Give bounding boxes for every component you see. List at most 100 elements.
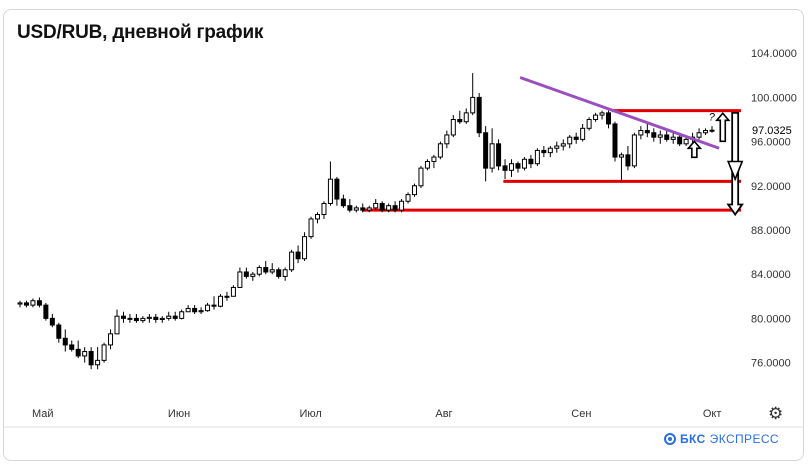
candle-body — [599, 112, 605, 116]
brand-name: БКС — [680, 432, 706, 446]
candle-body — [185, 307, 191, 313]
candle-body — [347, 205, 353, 211]
candle-body — [108, 333, 114, 346]
y-tick-label: 80.0000 — [751, 313, 791, 325]
candle-body — [120, 315, 126, 319]
y-tick-label: 96.0000 — [751, 137, 791, 149]
candle-body — [618, 154, 624, 158]
candle-body — [133, 317, 139, 322]
candle-body — [521, 158, 527, 169]
candle-body — [437, 143, 443, 158]
candle-body — [489, 143, 495, 169]
candle-body — [399, 200, 405, 211]
candle-body — [683, 138, 689, 145]
candle-body — [483, 132, 489, 169]
last-price-label: 97.0325 — [752, 125, 792, 137]
candle-body — [211, 304, 217, 307]
candle-body — [541, 149, 547, 154]
candle-body — [470, 96, 476, 114]
candle-body — [373, 202, 379, 209]
gear-icon[interactable]: ⚙ — [768, 404, 784, 423]
candle-body — [314, 214, 320, 220]
candle-body — [263, 267, 269, 273]
x-tick-label: Июн — [168, 408, 190, 420]
candle-body — [560, 143, 566, 147]
candle-body — [114, 315, 120, 335]
candle-body — [166, 315, 172, 319]
candle-body — [580, 127, 586, 140]
candle-body — [509, 163, 515, 171]
candle-body — [353, 207, 359, 211]
y-tick-label: 92.0000 — [751, 181, 791, 193]
y-tick-label: 100.0000 — [751, 92, 797, 104]
candle-body — [243, 271, 249, 277]
annotation-arrow-up — [715, 112, 731, 143]
chart-title: USD/RUB, дневной график — [17, 22, 264, 43]
chart-frame — [3, 9, 804, 461]
candle-body — [153, 316, 159, 320]
candle-body — [709, 129, 715, 132]
candle-body — [586, 119, 592, 129]
candle-body — [502, 165, 508, 171]
candle-body — [179, 311, 185, 319]
candle-body — [95, 359, 101, 366]
candle-body — [159, 317, 165, 320]
candle-body — [450, 119, 456, 136]
candle-body — [321, 202, 327, 216]
candle-body — [612, 123, 618, 158]
annotation-arrow-up — [686, 140, 703, 159]
candle-body — [295, 251, 301, 260]
candle-body — [276, 269, 282, 277]
candle-body — [269, 269, 275, 273]
y-tick-label: 84.0000 — [751, 269, 791, 281]
candle-body — [664, 134, 670, 140]
candle-body — [703, 130, 709, 134]
candle-body — [250, 273, 256, 277]
candle-body — [593, 114, 599, 120]
candle-body — [49, 317, 55, 326]
x-tick-label: Май — [32, 408, 54, 420]
candle-body — [237, 271, 243, 288]
candle-body — [69, 344, 75, 350]
candle-body — [386, 205, 392, 211]
candle-body — [82, 351, 88, 357]
candle-body — [547, 147, 553, 154]
candle-body — [308, 218, 314, 238]
candle-body — [327, 178, 333, 204]
annotation-arrow-head — [726, 160, 744, 182]
brand-mark-icon — [664, 433, 676, 445]
candle-body — [444, 134, 450, 145]
candle-body — [146, 316, 152, 319]
candle-body — [625, 154, 631, 167]
candle-body — [256, 267, 262, 275]
candle-body — [198, 310, 204, 313]
candle-body — [567, 136, 573, 145]
candle-body — [23, 302, 29, 306]
x-tick-label: Авг — [435, 408, 452, 420]
annotation-question: ? — [709, 111, 716, 123]
candle-body — [515, 163, 521, 169]
candle-body — [638, 130, 644, 136]
candle-body — [554, 145, 560, 149]
trend-line — [519, 76, 720, 150]
y-tick-label: 104.0000 — [751, 48, 797, 60]
candle-body — [677, 136, 683, 145]
candle-body — [657, 134, 663, 138]
candle-body — [43, 304, 49, 319]
candle-body — [340, 198, 346, 207]
candle-body — [217, 295, 223, 307]
candle-body — [476, 96, 482, 134]
candle-body — [696, 132, 702, 138]
candle-body — [127, 317, 133, 320]
x-tick-label: Июл — [299, 408, 321, 420]
candle-body — [205, 304, 211, 312]
candle-body — [534, 149, 540, 165]
x-tick-label: Сен — [571, 408, 591, 420]
brand-logo: БКС ЭКСПРЕСС — [664, 432, 779, 446]
y-tick-label: 76.0000 — [751, 358, 791, 370]
candle-body — [463, 112, 469, 123]
candle-body — [405, 194, 411, 202]
candle-body — [360, 207, 366, 211]
candle-body — [366, 207, 372, 211]
